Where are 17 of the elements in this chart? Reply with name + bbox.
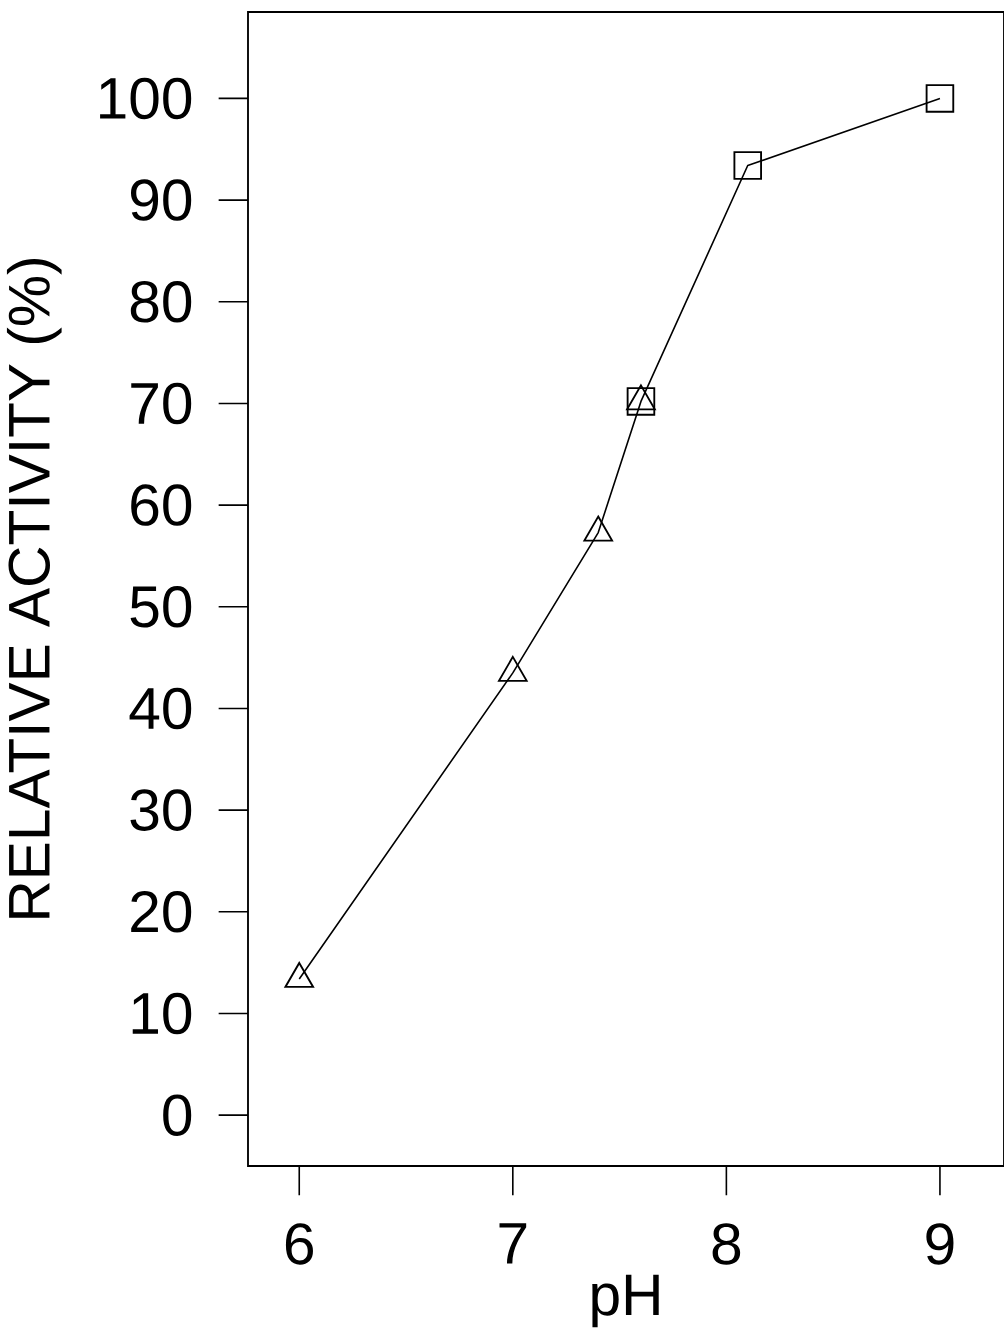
x-tick-label: 6 [285,1223,313,1265]
y-tick-label: 20 [131,891,192,933]
y-tick-label: 40 [129,687,192,730]
y-axis-title: RELATIVE ACTIVITY (%) [6,259,62,918]
y-tick-label: 70 [131,382,192,425]
y-tick-label: 50 [130,586,192,628]
y-tick-label: 0 [163,1094,192,1136]
y-tick-label: 60 [131,484,192,526]
y-tick-label: 30 [130,789,192,831]
x-tick-label: 9 [926,1223,954,1265]
y-tick-label: 90 [130,179,192,221]
y-tick-label: 100 [100,77,192,120]
y-tick-label: 10 [132,992,192,1035]
x-tick-label: 8 [712,1223,741,1265]
y-tick-label: 80 [130,280,192,323]
x-tick-label: 7 [499,1223,527,1264]
x-axis-title: pH [592,1274,659,1328]
